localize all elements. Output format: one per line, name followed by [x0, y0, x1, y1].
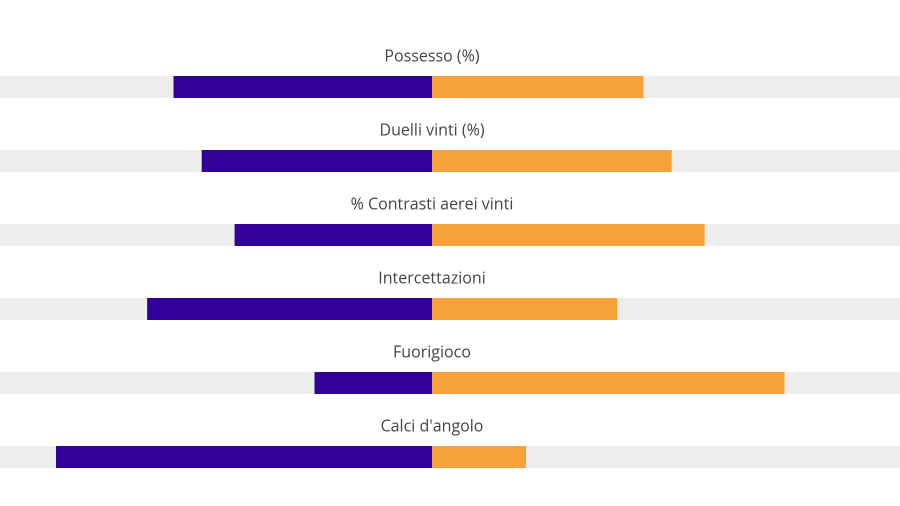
bar-right [432, 224, 705, 246]
bar-left [234, 224, 432, 246]
bar-right [432, 298, 618, 320]
bar-right [432, 372, 785, 394]
stat-label: Duelli vinti (%) [379, 118, 484, 140]
bar-left [56, 446, 432, 468]
stat-label: Possesso (%) [384, 44, 479, 66]
stat-label: Intercettazioni [378, 266, 485, 288]
bar-right [432, 446, 526, 468]
stat-label: Calci d'angolo [381, 414, 484, 436]
bar-right [432, 76, 644, 98]
bar-right [432, 150, 672, 172]
stat-label: % Contrasti aerei vinti [351, 192, 514, 214]
stat-label: Fuorigioco [393, 340, 471, 362]
bar-left [201, 150, 432, 172]
bar-left [173, 76, 432, 98]
bar-left [147, 298, 432, 320]
bar-left [314, 372, 432, 394]
